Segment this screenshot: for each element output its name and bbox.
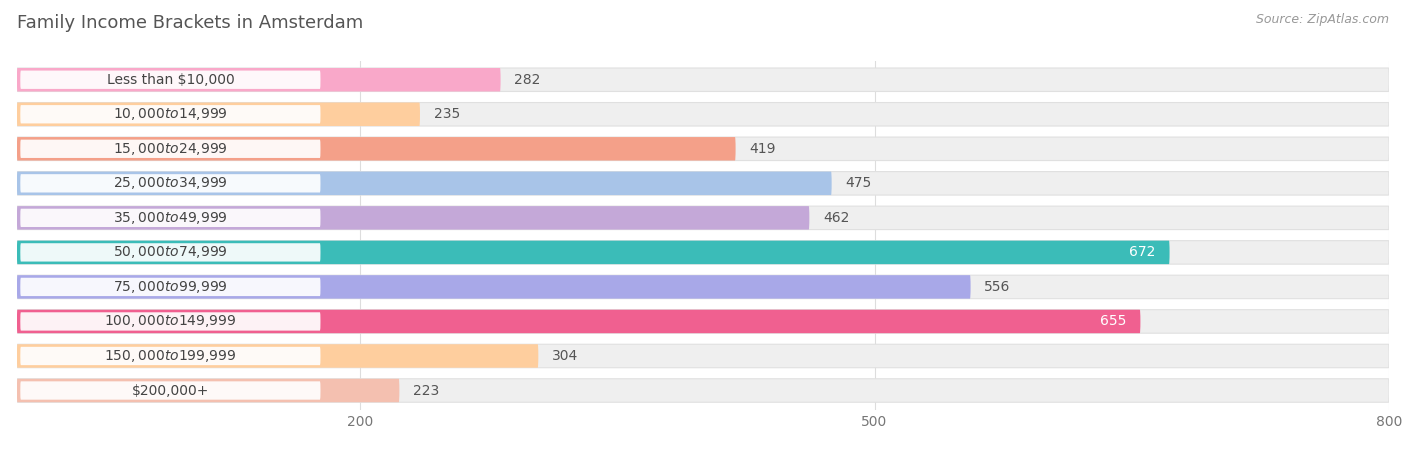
Text: 235: 235 xyxy=(433,107,460,121)
FancyBboxPatch shape xyxy=(20,105,321,123)
FancyBboxPatch shape xyxy=(17,171,831,195)
Text: Less than $10,000: Less than $10,000 xyxy=(107,73,235,87)
FancyBboxPatch shape xyxy=(17,137,735,161)
Text: Family Income Brackets in Amsterdam: Family Income Brackets in Amsterdam xyxy=(17,14,363,32)
Text: $75,000 to $99,999: $75,000 to $99,999 xyxy=(112,279,228,295)
FancyBboxPatch shape xyxy=(17,103,1389,126)
FancyBboxPatch shape xyxy=(17,206,810,230)
FancyBboxPatch shape xyxy=(20,243,321,261)
Text: 672: 672 xyxy=(1129,245,1156,259)
Text: 556: 556 xyxy=(984,280,1011,294)
Text: $15,000 to $24,999: $15,000 to $24,999 xyxy=(112,141,228,157)
Text: 655: 655 xyxy=(1101,315,1126,328)
FancyBboxPatch shape xyxy=(17,171,1389,195)
FancyBboxPatch shape xyxy=(17,275,970,299)
Text: $10,000 to $14,999: $10,000 to $14,999 xyxy=(112,106,228,122)
Text: $100,000 to $149,999: $100,000 to $149,999 xyxy=(104,314,236,329)
Text: 475: 475 xyxy=(845,176,872,190)
FancyBboxPatch shape xyxy=(17,68,501,91)
FancyBboxPatch shape xyxy=(17,344,538,368)
Text: 419: 419 xyxy=(749,142,776,156)
Text: Source: ZipAtlas.com: Source: ZipAtlas.com xyxy=(1256,14,1389,27)
Text: 282: 282 xyxy=(515,73,541,87)
FancyBboxPatch shape xyxy=(17,344,1389,368)
FancyBboxPatch shape xyxy=(20,312,321,331)
Text: 223: 223 xyxy=(413,383,439,397)
FancyBboxPatch shape xyxy=(17,275,1389,299)
FancyBboxPatch shape xyxy=(17,310,1140,333)
FancyBboxPatch shape xyxy=(17,137,1389,161)
FancyBboxPatch shape xyxy=(17,310,1389,333)
Text: $35,000 to $49,999: $35,000 to $49,999 xyxy=(112,210,228,226)
Text: $25,000 to $34,999: $25,000 to $34,999 xyxy=(112,176,228,191)
FancyBboxPatch shape xyxy=(17,379,399,402)
FancyBboxPatch shape xyxy=(17,206,1389,230)
Text: $200,000+: $200,000+ xyxy=(132,383,209,397)
FancyBboxPatch shape xyxy=(20,140,321,158)
FancyBboxPatch shape xyxy=(17,241,1170,264)
Text: 304: 304 xyxy=(553,349,578,363)
FancyBboxPatch shape xyxy=(20,278,321,296)
FancyBboxPatch shape xyxy=(20,174,321,193)
FancyBboxPatch shape xyxy=(17,103,420,126)
FancyBboxPatch shape xyxy=(17,68,1389,91)
FancyBboxPatch shape xyxy=(20,209,321,227)
FancyBboxPatch shape xyxy=(20,71,321,89)
FancyBboxPatch shape xyxy=(17,241,1389,264)
Text: $150,000 to $199,999: $150,000 to $199,999 xyxy=(104,348,236,364)
FancyBboxPatch shape xyxy=(17,379,1389,402)
FancyBboxPatch shape xyxy=(20,381,321,400)
FancyBboxPatch shape xyxy=(20,347,321,365)
Text: 462: 462 xyxy=(823,211,849,225)
Text: $50,000 to $74,999: $50,000 to $74,999 xyxy=(112,244,228,261)
